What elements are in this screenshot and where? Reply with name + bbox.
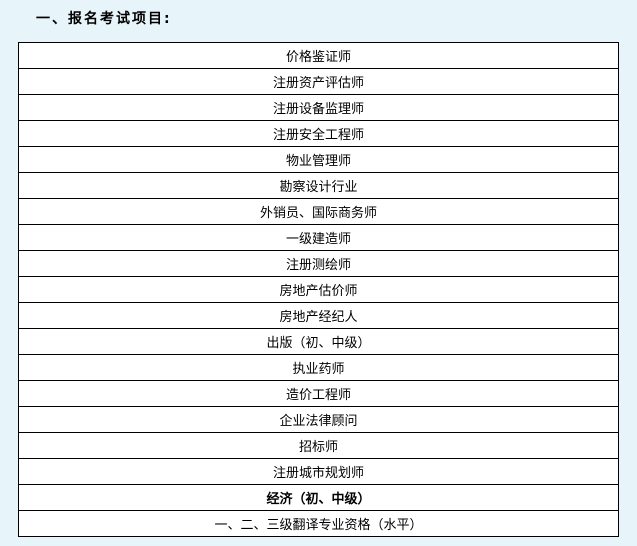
table-row: 造价工程师: [18, 380, 619, 407]
table-row: 一、二、三级翻译专业资格（水平）: [18, 510, 619, 537]
table-row: 注册资产评估师: [18, 68, 619, 95]
table-row: 物业管理师: [18, 146, 619, 173]
table-row: 外销员、国际商务师: [18, 198, 619, 225]
exam-item-label: 房地产经纪人: [18, 302, 619, 329]
exam-item-label: 注册城市规划师: [18, 458, 619, 485]
table-row: 企业法律顾问: [18, 406, 619, 433]
exam-items-table: 价格鉴证师 注册资产评估师 注册设备监理师 注册安全工程师 物业管理师 勘察设计…: [18, 42, 619, 537]
page-title: 一、报名考试项目:: [36, 11, 172, 27]
table-row: 出版（初、中级）: [18, 328, 619, 355]
exam-item-label: 物业管理师: [18, 146, 619, 173]
table-row: 注册城市规划师: [18, 458, 619, 485]
table-row: 价格鉴证师: [18, 42, 619, 69]
exam-item-label: 房地产估价师: [18, 276, 619, 303]
table-row: 招标师: [18, 432, 619, 459]
exam-item-label: 招标师: [18, 432, 619, 459]
exam-item-label: 外销员、国际商务师: [18, 198, 619, 225]
table-row: 注册设备监理师: [18, 94, 619, 121]
table-row: 一级建造师: [18, 224, 619, 251]
exam-item-label: 注册测绘师: [18, 250, 619, 277]
exam-item-label: 一级建造师: [18, 224, 619, 251]
table-row: 注册测绘师: [18, 250, 619, 277]
exam-item-label: 注册资产评估师: [18, 68, 619, 95]
exam-item-label: 造价工程师: [18, 380, 619, 407]
exam-item-label: 注册设备监理师: [18, 94, 619, 121]
table-row: 执业药师: [18, 354, 619, 381]
table-row: 勘察设计行业: [18, 172, 619, 199]
table-row: 经济（初、中级）: [18, 484, 619, 511]
exam-item-label: 执业药师: [18, 354, 619, 381]
exam-item-label: 一、二、三级翻译专业资格（水平）: [18, 510, 619, 537]
exam-item-label: 价格鉴证师: [18, 42, 619, 69]
table-row: 房地产经纪人: [18, 302, 619, 329]
exam-item-label: 勘察设计行业: [18, 172, 619, 199]
exam-item-label-bold: 经济（初、中级）: [18, 484, 619, 511]
exam-item-label: 出版（初、中级）: [18, 328, 619, 355]
exam-item-label: 企业法律顾问: [18, 406, 619, 433]
table-row: 注册安全工程师: [18, 120, 619, 147]
table-row: 房地产估价师: [18, 276, 619, 303]
exam-item-label: 注册安全工程师: [18, 120, 619, 147]
